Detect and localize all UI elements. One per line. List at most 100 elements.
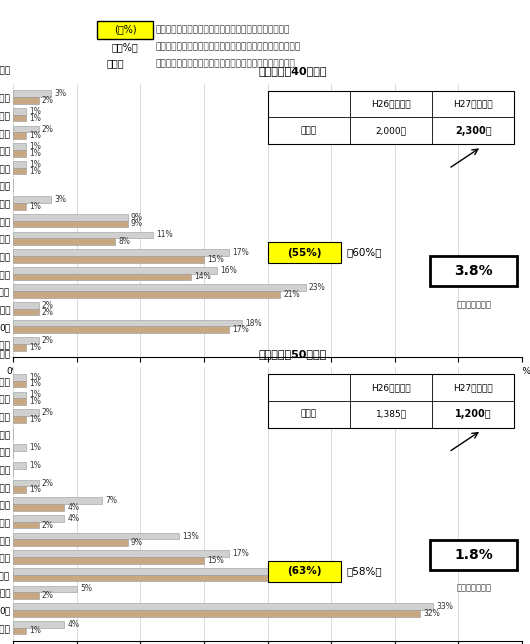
Bar: [13, 167, 26, 175]
Text: 2%: 2%: [42, 96, 54, 105]
Bar: [13, 610, 420, 616]
Bar: [13, 557, 204, 564]
Bar: [13, 603, 433, 610]
Bar: [13, 308, 39, 316]
Bar: [13, 238, 115, 245]
Text: 年代内人数割合: 年代内人数割合: [456, 583, 491, 592]
Bar: [13, 574, 293, 582]
Bar: [268, 91, 515, 144]
Text: 4%: 4%: [67, 503, 80, 512]
Bar: [13, 327, 229, 333]
Text: 32%: 32%: [423, 609, 440, 618]
Text: H26年昇給額: H26年昇給額: [371, 100, 411, 109]
Text: (55%): (55%): [287, 247, 322, 258]
Text: 中位数: 中位数: [106, 59, 124, 68]
Bar: [13, 444, 26, 451]
Text: 17%: 17%: [233, 549, 250, 558]
Bar: [13, 550, 229, 557]
Bar: [268, 374, 515, 428]
Text: 14%: 14%: [195, 272, 211, 281]
Bar: [13, 274, 191, 280]
Text: 4%: 4%: [67, 620, 80, 629]
Bar: [13, 497, 102, 504]
Text: 2%: 2%: [42, 301, 54, 310]
Bar: [13, 291, 280, 298]
Text: 1%: 1%: [29, 160, 41, 169]
Bar: [13, 133, 26, 139]
Text: 2%: 2%: [42, 520, 54, 529]
Text: H27年昇給額: H27年昇給額: [454, 383, 493, 392]
Bar: [13, 621, 64, 627]
Text: 1%: 1%: [29, 113, 41, 122]
Bar: [97, 21, 153, 39]
Text: 3.8%: 3.8%: [454, 264, 493, 278]
Text: 1,385円: 1,385円: [375, 410, 407, 419]
Bar: [13, 90, 51, 97]
Bar: [13, 398, 26, 405]
Text: 昇給額: 昇給額: [0, 67, 11, 76]
Text: 8%: 8%: [118, 237, 130, 246]
Text: 9%: 9%: [131, 538, 143, 547]
Text: 1%: 1%: [29, 107, 41, 116]
Text: 年代内人数割合: 年代内人数割合: [456, 300, 491, 309]
Text: 2%: 2%: [42, 124, 54, 133]
Text: 5%: 5%: [80, 584, 92, 593]
Bar: [13, 540, 128, 546]
Text: 2%: 2%: [42, 408, 54, 417]
Bar: [13, 267, 217, 274]
Text: 中位数: 中位数: [301, 410, 317, 419]
Bar: [13, 232, 153, 238]
Bar: [430, 256, 517, 286]
Text: 1%: 1%: [29, 443, 41, 452]
Text: (63%): (63%): [287, 566, 322, 576]
Text: ＜　%＞: ＜ %＞: [112, 42, 138, 52]
Bar: [268, 561, 341, 582]
Bar: [13, 374, 26, 381]
Text: 9%: 9%: [131, 213, 143, 222]
Text: 22%: 22%: [296, 567, 313, 576]
Text: 2,300円: 2,300円: [455, 126, 492, 136]
Bar: [13, 319, 242, 327]
Text: 1%: 1%: [29, 397, 41, 406]
Text: 33%: 33%: [436, 602, 453, 611]
Text: 1%: 1%: [29, 415, 41, 424]
Bar: [13, 592, 39, 599]
Text: 13%: 13%: [182, 531, 199, 540]
Text: 1%: 1%: [29, 343, 41, 352]
Text: 3%: 3%: [55, 90, 67, 99]
Text: ＜58%＞: ＜58%＞: [347, 566, 382, 576]
Bar: [13, 568, 293, 574]
Text: 1%: 1%: [29, 167, 41, 176]
Bar: [13, 221, 128, 227]
Text: 15%: 15%: [207, 255, 224, 264]
Bar: [13, 97, 39, 104]
Text: 1%: 1%: [29, 149, 41, 158]
Text: ：当年中位数までの昇給額を得ている人の前年人数累計割合: ：当年中位数までの昇給額を得ている人の前年人数累計割合: [156, 43, 301, 51]
Text: ＜60%＞: ＜60%＞: [347, 247, 382, 258]
Bar: [13, 381, 26, 387]
Bar: [13, 627, 26, 634]
Text: H27年昇給額: H27年昇給額: [454, 100, 493, 109]
Text: 1.8%: 1.8%: [454, 547, 493, 562]
Bar: [13, 480, 39, 486]
Text: 1%: 1%: [29, 131, 41, 140]
Bar: [268, 242, 341, 263]
Text: 中位数: 中位数: [301, 126, 317, 135]
Bar: [13, 337, 39, 344]
Bar: [13, 144, 26, 150]
Bar: [13, 285, 306, 291]
Bar: [13, 150, 26, 156]
Text: 16%: 16%: [220, 266, 237, 274]
Text: 1%: 1%: [29, 373, 41, 382]
Text: 3%: 3%: [55, 195, 67, 204]
Text: 2%: 2%: [42, 308, 54, 317]
Bar: [13, 392, 26, 398]
Text: 9%: 9%: [131, 220, 143, 229]
Text: ：当年中位数までの昇給額を得ている人の人数累計割合: ：当年中位数までの昇給額を得ている人の人数累計割合: [156, 25, 290, 34]
Text: 2%: 2%: [42, 336, 54, 345]
Text: 1%: 1%: [29, 379, 41, 388]
Text: 18%: 18%: [245, 319, 262, 328]
Bar: [13, 585, 77, 592]
Bar: [13, 256, 204, 263]
Text: 15%: 15%: [207, 556, 224, 565]
